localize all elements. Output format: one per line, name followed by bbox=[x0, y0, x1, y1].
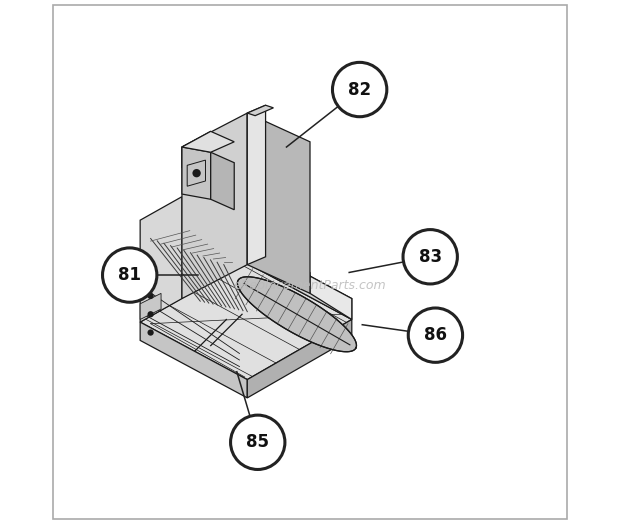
Polygon shape bbox=[247, 113, 310, 293]
Circle shape bbox=[102, 248, 157, 302]
Polygon shape bbox=[247, 105, 265, 265]
Polygon shape bbox=[182, 113, 247, 299]
Text: eReplacementParts.com: eReplacementParts.com bbox=[234, 279, 386, 292]
Polygon shape bbox=[245, 241, 352, 320]
Polygon shape bbox=[237, 277, 356, 352]
Text: 81: 81 bbox=[118, 266, 141, 284]
Polygon shape bbox=[140, 322, 247, 398]
Polygon shape bbox=[182, 147, 211, 199]
Polygon shape bbox=[211, 152, 234, 210]
Circle shape bbox=[231, 415, 285, 470]
Circle shape bbox=[148, 311, 154, 318]
Polygon shape bbox=[140, 293, 161, 320]
Text: 85: 85 bbox=[246, 433, 269, 451]
Polygon shape bbox=[182, 132, 211, 168]
Circle shape bbox=[403, 230, 458, 284]
Polygon shape bbox=[247, 320, 352, 398]
Circle shape bbox=[332, 62, 387, 117]
Polygon shape bbox=[140, 262, 352, 379]
Circle shape bbox=[148, 330, 154, 336]
Polygon shape bbox=[245, 241, 352, 320]
Circle shape bbox=[148, 293, 154, 299]
Polygon shape bbox=[182, 132, 234, 152]
Circle shape bbox=[408, 308, 463, 362]
Text: 86: 86 bbox=[424, 326, 447, 344]
Text: 83: 83 bbox=[418, 248, 442, 266]
Text: 82: 82 bbox=[348, 81, 371, 99]
Circle shape bbox=[192, 169, 201, 177]
Polygon shape bbox=[247, 105, 273, 116]
Polygon shape bbox=[140, 196, 182, 322]
